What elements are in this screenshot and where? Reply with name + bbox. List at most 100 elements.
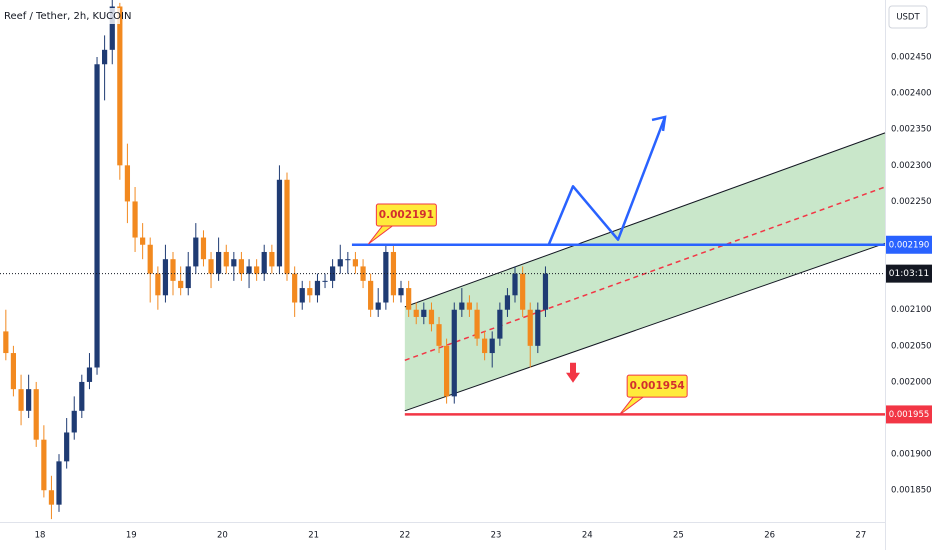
x-tick-label: 22	[399, 531, 410, 541]
level-tag	[886, 405, 932, 424]
candle-body	[223, 251, 229, 267]
channel-upper	[404, 132, 886, 308]
y-tick-label: 0.002350	[891, 125, 932, 135]
candle-body	[406, 288, 412, 310]
candle-body	[322, 280, 328, 282]
x-tick-label: 23	[491, 531, 502, 541]
candle-body	[231, 259, 237, 267]
candle-body	[375, 302, 381, 310]
candle-body	[48, 490, 55, 505]
candle-body	[292, 273, 298, 303]
candle-body	[56, 461, 62, 505]
x-tick-label: 24	[582, 531, 593, 541]
candle-body	[542, 273, 549, 310]
candle-body	[459, 302, 465, 310]
x-tick-label: 18	[35, 531, 46, 541]
candle-body	[94, 64, 100, 368]
candle-body	[64, 432, 70, 462]
candle-body	[170, 259, 176, 281]
y-tick-label: 0.002000	[891, 377, 932, 387]
candle-body	[124, 165, 131, 202]
candle-body	[314, 280, 321, 296]
y-tick-label: 0.002300	[891, 161, 932, 171]
candle-body	[18, 389, 24, 411]
candle-body	[79, 381, 85, 411]
candle-body	[368, 280, 374, 310]
y-tick-label: 0.002050	[891, 341, 932, 351]
channel-fill	[404, 132, 885, 411]
candle-body	[284, 179, 290, 274]
down-arrow	[566, 362, 581, 383]
y-tick-label: 0.001850	[891, 486, 932, 496]
candle-body	[10, 353, 17, 390]
candle-body	[117, 6, 123, 166]
candle-body	[109, 6, 115, 50]
candle-body	[421, 309, 427, 317]
candle-body	[383, 251, 389, 303]
candle-body	[428, 309, 435, 325]
candle-body	[276, 179, 283, 267]
candle-body	[86, 367, 93, 382]
callout-box	[375, 203, 437, 227]
candle-body	[254, 266, 260, 274]
candle-body	[147, 244, 153, 274]
candle-body	[155, 273, 161, 296]
x-tick-label: 27	[855, 531, 866, 541]
candle-body	[299, 288, 305, 303]
candle-body	[200, 237, 207, 260]
y-tick-label: 0.002400	[891, 89, 932, 99]
candle-body	[26, 389, 32, 411]
candle-body	[216, 251, 222, 274]
candle-body	[497, 309, 503, 339]
candle-body	[482, 338, 488, 354]
callout-label: 0.002191	[379, 209, 434, 221]
candle-body	[512, 273, 518, 296]
projection-arrowhead	[651, 115, 667, 132]
candle-body	[261, 251, 267, 274]
candle-body	[436, 324, 442, 346]
candle-body	[269, 251, 275, 267]
x-tick-label: 25	[673, 531, 684, 541]
countdown-tag	[886, 264, 932, 283]
candle-body	[466, 302, 473, 310]
candle-body	[352, 259, 359, 267]
candle-body	[71, 410, 77, 433]
callout-box	[626, 374, 688, 398]
candle-body	[489, 338, 495, 354]
candle-body	[102, 49, 108, 65]
candle-body	[238, 259, 245, 274]
candle-body	[178, 280, 184, 289]
candle-body	[33, 389, 39, 440]
x-tick-label: 26	[764, 531, 775, 541]
countdown-label: 01:03:11	[889, 269, 929, 279]
chart-title: Reef / Tether, 2h, KUCOIN	[4, 11, 131, 22]
candle-body	[185, 266, 191, 289]
candle-body	[208, 259, 214, 274]
candle-body	[527, 309, 533, 346]
candle-body	[330, 266, 336, 281]
candle-body	[132, 201, 138, 238]
candle-body	[504, 295, 511, 310]
y-tick-label: 0.002450	[891, 53, 932, 63]
candle-body	[444, 345, 450, 397]
level-tag	[886, 235, 932, 254]
candle-body	[345, 259, 351, 261]
y-tick-label: 0.001900	[891, 450, 932, 460]
candle-body	[140, 237, 146, 245]
level-label: 0.002190	[889, 240, 930, 250]
currency-label: USDT	[896, 13, 920, 23]
candle-body	[41, 439, 47, 491]
x-tick-label: 19	[126, 531, 137, 541]
candle-body	[520, 273, 526, 310]
level-label: 0.001955	[889, 410, 930, 420]
candle-body	[337, 259, 343, 267]
candle-body	[398, 288, 404, 296]
candle-body	[535, 309, 541, 346]
candle-body	[246, 266, 252, 274]
channel-lower	[404, 242, 886, 412]
candle-body	[193, 237, 199, 267]
candle-body	[474, 309, 480, 339]
candle-body	[307, 288, 313, 296]
y-tick-label: 0.002250	[891, 197, 932, 207]
